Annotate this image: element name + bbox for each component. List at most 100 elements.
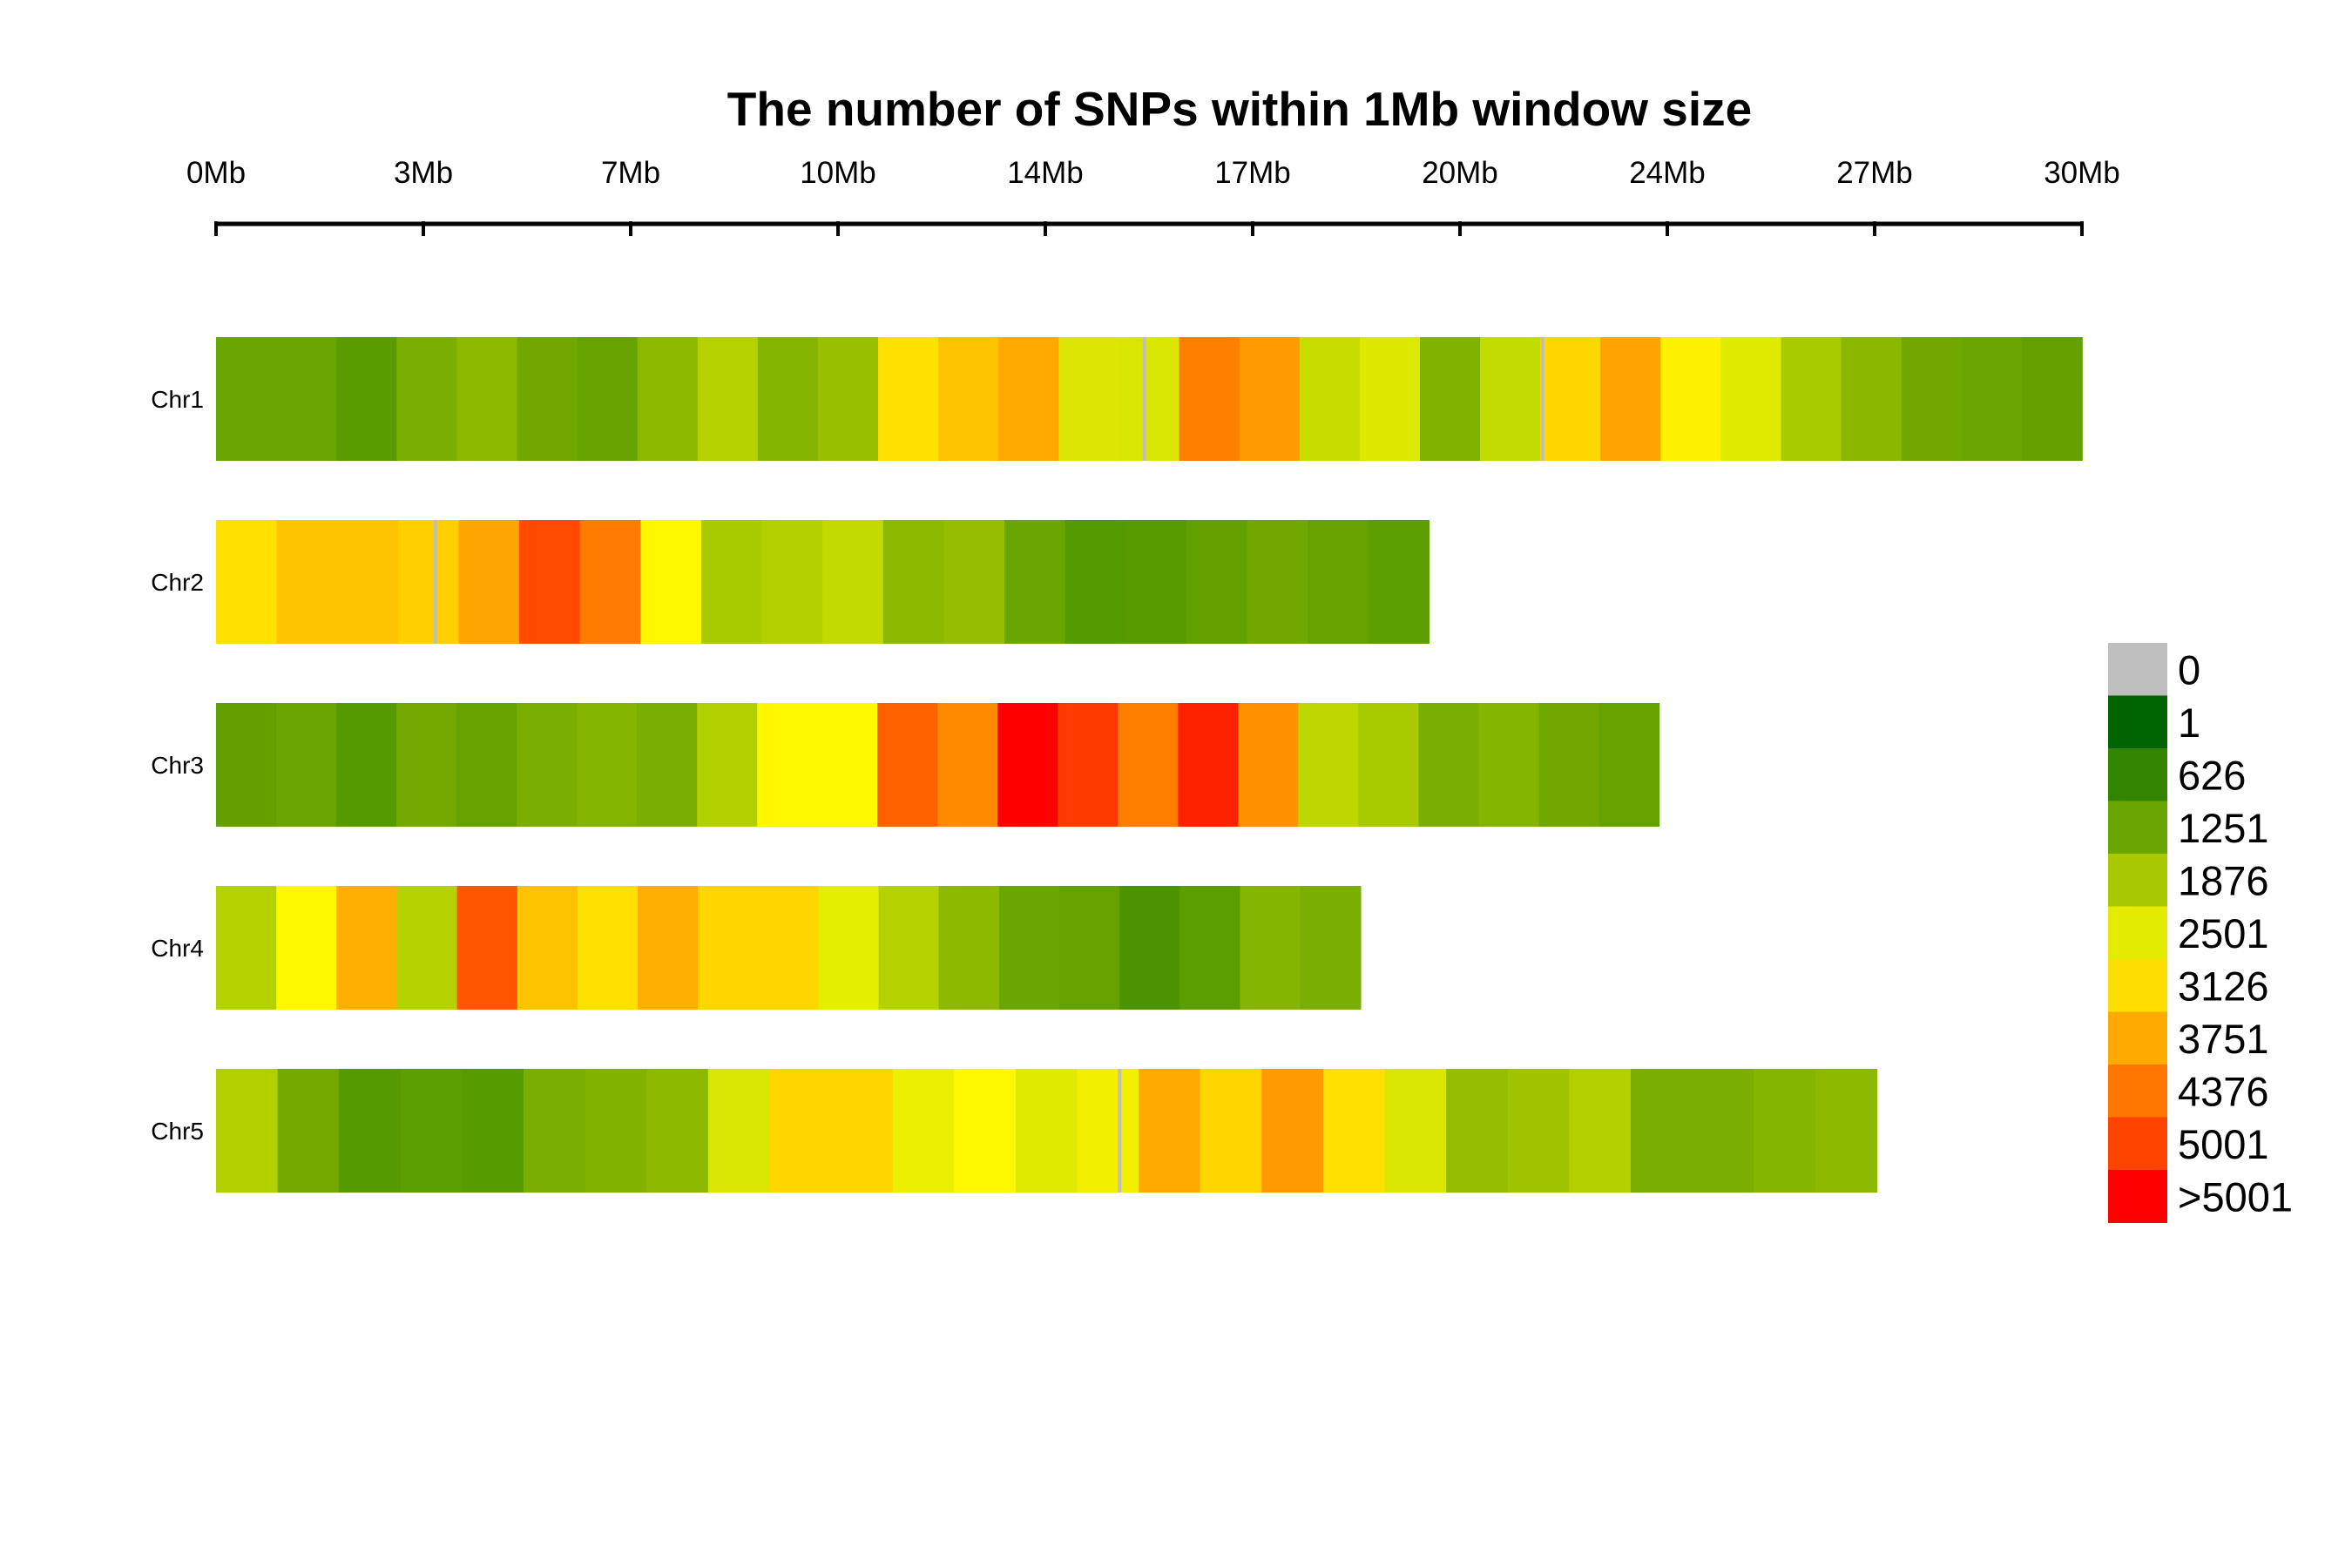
snp-window-cell	[637, 337, 699, 461]
snp-window-cell	[1754, 1069, 1816, 1193]
legend-swatch	[2108, 854, 2167, 907]
snp-window-cell	[1540, 337, 1602, 461]
snp-window-cell	[1841, 337, 1903, 461]
snp-window-cell	[937, 703, 999, 827]
snp-window-cell	[1901, 337, 1963, 461]
snp-window-cell	[1478, 703, 1540, 827]
x-axis: 0Mb 3Mb 7Mb 10Mb 14Mb 17Mb 20Mb 24Mb 27Mb 30Mb	[186, 156, 2120, 236]
snp-window-cell	[1238, 703, 1300, 827]
snp-window-cell	[1538, 703, 1600, 827]
legend-swatch	[2108, 1117, 2167, 1171]
snp-window-cell	[757, 703, 818, 827]
legend-label: 5001	[2178, 1121, 2269, 1167]
x-tick-label: 27Mb	[1836, 156, 1913, 190]
snp-window-cell	[1058, 703, 1119, 827]
snp-window-cell	[877, 703, 939, 827]
snp-window-cell	[1004, 520, 1066, 644]
legend-label: 2501	[2178, 910, 2269, 956]
legend-label: 1	[2178, 700, 2200, 746]
snp-window-cell	[1569, 1069, 1632, 1193]
snp-window-cell	[1630, 1069, 1693, 1193]
snp-window-cell	[396, 886, 458, 1010]
snp-window-cell	[640, 520, 702, 644]
snp-window-cell	[1240, 886, 1301, 1010]
legend-label: 0	[2178, 646, 2200, 693]
snp-window-cell	[758, 886, 820, 1010]
snp-window-cell	[1308, 520, 1369, 644]
snp-window-cell	[396, 337, 458, 461]
snp-window-cell	[1298, 703, 1360, 827]
chromosome-label: Chr1	[151, 386, 204, 413]
snp-window-cell	[337, 520, 399, 644]
snp-window-cell	[458, 520, 520, 644]
snp-window-cell	[577, 703, 638, 827]
chromosome-track: Chr4	[151, 886, 1362, 1010]
snp-window-cell	[1600, 337, 1662, 461]
chromosome-track: Chr1	[151, 337, 2083, 461]
legend-swatch	[2108, 695, 2167, 749]
legend-swatch	[2108, 959, 2167, 1012]
snp-window-cell	[1598, 703, 1660, 827]
snp-window-cell	[892, 1069, 956, 1193]
snp-window-cell	[216, 520, 278, 644]
snp-window-cell	[938, 337, 1000, 461]
snp-window-cell	[997, 703, 1059, 827]
snp-window-cell	[277, 1069, 341, 1193]
snp-window-cell	[517, 337, 578, 461]
snp-window-cell	[456, 886, 518, 1010]
snp-window-cell	[216, 1069, 279, 1193]
snp-window-cell	[822, 520, 884, 644]
snp-window-cell	[276, 520, 339, 644]
snp-window-cell	[1261, 1069, 1324, 1193]
snp-window-cell	[1077, 1069, 1139, 1193]
legend-swatch	[2108, 1170, 2167, 1223]
x-tick-label: 20Mb	[1422, 156, 1498, 190]
snp-window-cell	[1059, 886, 1120, 1010]
snp-window-cell	[400, 1069, 463, 1193]
snp-window-cell	[646, 1069, 709, 1193]
legend-swatch	[2108, 801, 2167, 855]
snp-window-cell	[517, 703, 578, 827]
snp-window-cell	[878, 886, 940, 1010]
snp-window-cell	[1178, 703, 1240, 827]
snp-window-cell	[577, 886, 639, 1010]
snp-window-cell	[396, 703, 457, 827]
x-tick-label: 7Mb	[601, 156, 660, 190]
snp-window-cell	[998, 886, 1060, 1010]
legend-swatch	[2108, 1064, 2167, 1118]
legend-label: 1876	[2178, 857, 2269, 903]
snp-window-cell	[878, 337, 939, 461]
snp-window-cell	[1179, 337, 1240, 461]
snp-window-cell	[276, 886, 338, 1010]
snp-window-cell	[456, 337, 518, 461]
snp-window-cell	[1119, 337, 1180, 461]
snp-window-cell	[456, 703, 517, 827]
snp-window-cell	[943, 520, 1005, 644]
snp-window-cell	[882, 520, 945, 644]
x-tick-label: 0Mb	[186, 156, 246, 190]
legend-label: 1251	[2178, 805, 2269, 851]
snp-window-cell	[276, 703, 337, 827]
x-tick-label: 10Mb	[800, 156, 876, 190]
snp-window-cell	[1118, 703, 1179, 827]
snp-window-cell	[757, 337, 819, 461]
snp-window-cell	[336, 886, 398, 1010]
zero-snp-window	[433, 520, 437, 644]
snp-window-cell	[1200, 1069, 1263, 1193]
x-tick-label: 14Mb	[1007, 156, 1084, 190]
x-tick-label: 17Mb	[1214, 156, 1291, 190]
zero-snp-window	[1540, 337, 1544, 461]
snp-window-cell	[817, 703, 879, 827]
snp-window-cell	[761, 520, 823, 644]
snp-window-cell	[462, 1069, 524, 1193]
chromosome-tracks: Chr1 Chr2 Chr3 Chr4 Chr5	[151, 337, 2083, 1193]
snp-window-cell	[1300, 886, 1362, 1010]
snp-window-cell	[276, 337, 337, 461]
snp-window-cell	[1179, 886, 1241, 1010]
snp-window-cell	[637, 703, 698, 827]
snp-window-cell	[1446, 1069, 1509, 1193]
snp-window-cell	[216, 886, 277, 1010]
x-tick-label: 24Mb	[1629, 156, 1706, 190]
zero-snp-window	[1118, 1069, 1122, 1193]
